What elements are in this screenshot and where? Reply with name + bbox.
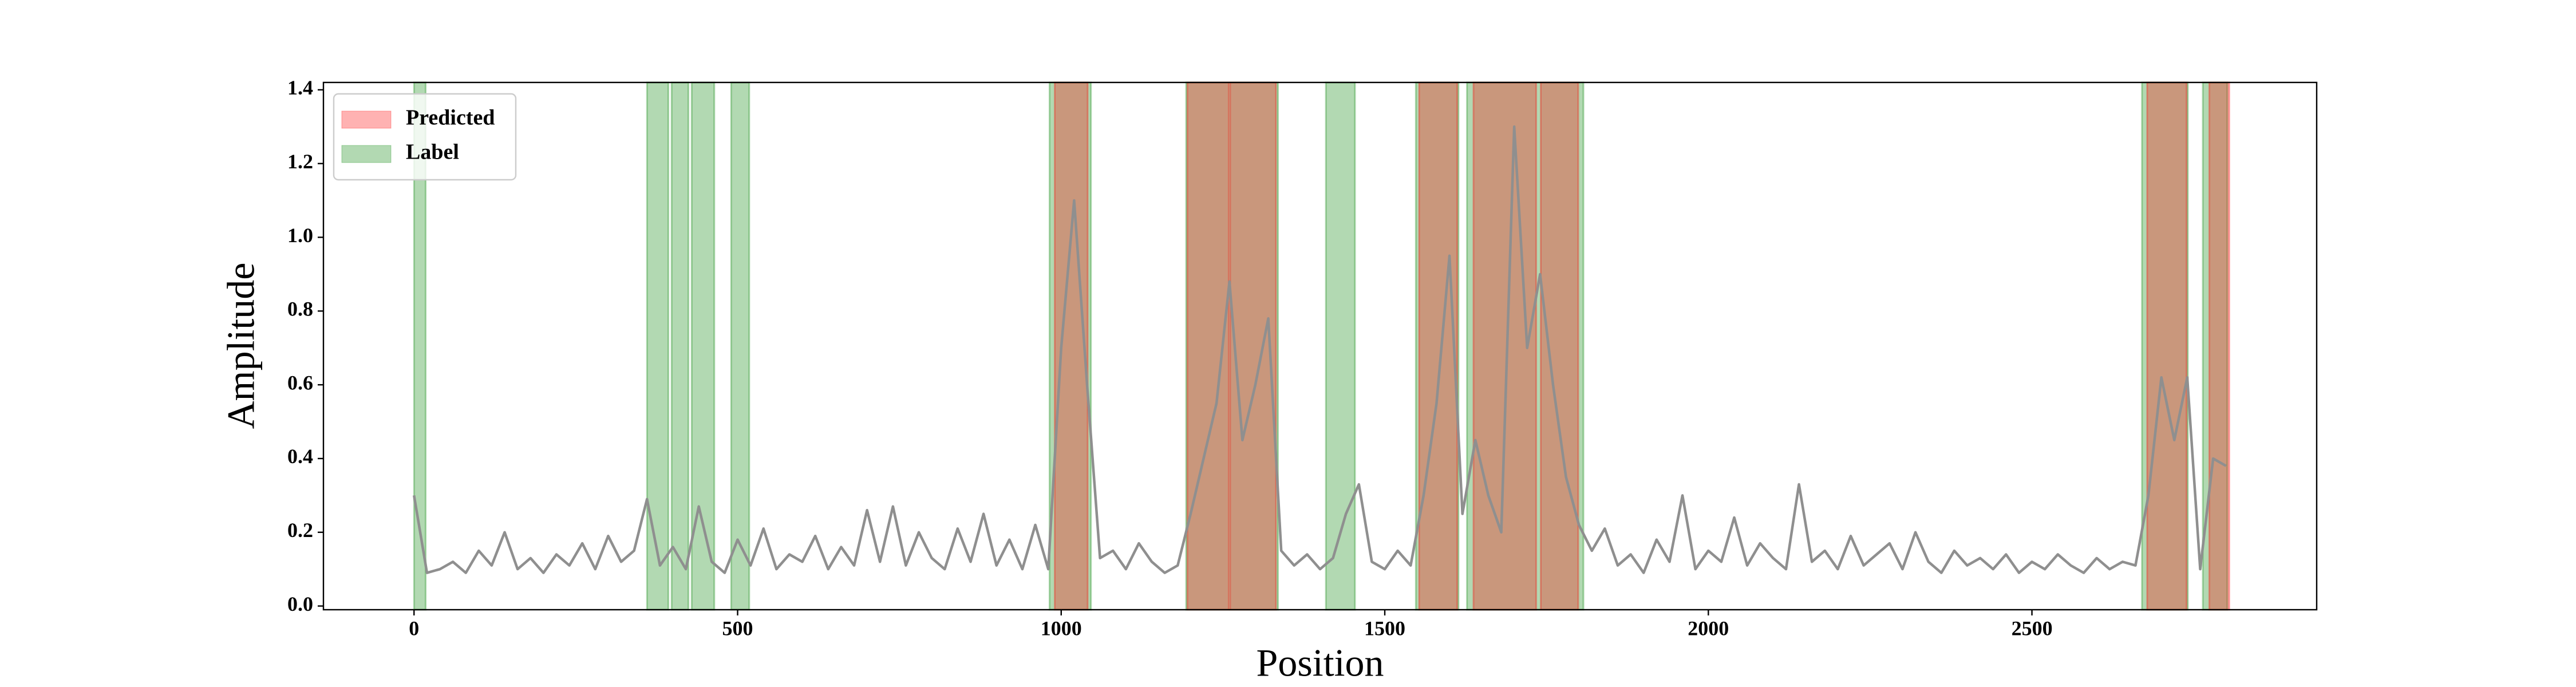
y-tick-label: 0.8 <box>287 298 313 321</box>
span <box>730 81 750 611</box>
span <box>1418 81 1459 611</box>
span <box>2141 81 2189 611</box>
span <box>2146 81 2188 611</box>
y-tick-label: 1.2 <box>287 150 313 173</box>
x-tick-label: 2000 <box>1688 617 1729 639</box>
legend-label: Label <box>406 140 459 164</box>
legend-label: Predicted <box>406 106 495 130</box>
y-tick-label: 1.4 <box>287 76 313 99</box>
span <box>1053 81 1089 611</box>
span <box>646 81 670 611</box>
legend-swatch <box>341 145 392 163</box>
span <box>1540 81 1579 611</box>
plot-frame <box>322 81 2318 611</box>
data-line <box>413 125 2227 574</box>
span <box>2208 81 2230 611</box>
span <box>670 81 690 611</box>
y-tick-label: 0.2 <box>287 519 313 542</box>
x-tick-label: 0 <box>409 617 419 639</box>
y-tick-label: 0.4 <box>287 445 313 468</box>
span <box>1472 81 1538 611</box>
y-tick-label: 1.0 <box>287 224 313 247</box>
y-axis-title: Amplitude <box>219 263 263 429</box>
legend-box <box>333 93 517 181</box>
x-tick-label: 1500 <box>1364 617 1405 639</box>
legend: Predicted Label <box>333 93 517 181</box>
legend-swatch <box>341 110 392 129</box>
span <box>1325 81 1356 611</box>
y-tick-label: 0.0 <box>287 593 313 615</box>
span <box>1415 81 1460 611</box>
y-tick-label: 0.6 <box>287 371 313 394</box>
x-tick-label: 2500 <box>2012 617 2053 639</box>
x-axis-title: Position <box>1257 641 1384 685</box>
x-tick-label: 500 <box>722 617 753 639</box>
span <box>1229 81 1277 611</box>
x-tick-label: 1000 <box>1041 617 1082 639</box>
